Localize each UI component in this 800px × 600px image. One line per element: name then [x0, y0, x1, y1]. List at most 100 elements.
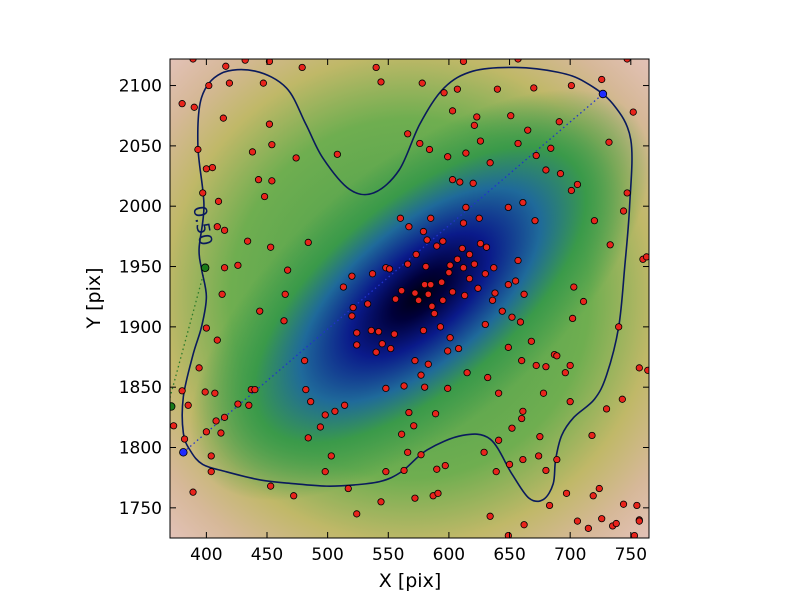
contour-line: [181, 66, 633, 503]
data-point: [519, 198, 527, 207]
data-point: [190, 103, 198, 111]
data-point: [532, 361, 540, 370]
data-point: [518, 414, 526, 423]
data-point: [514, 59, 522, 63]
plot-frame: [169, 58, 650, 539]
data-point: [307, 398, 315, 406]
data-point: [539, 389, 548, 397]
data-point: [245, 401, 253, 409]
data-point: [416, 139, 424, 148]
data-point: [556, 170, 565, 178]
data-point: [459, 59, 468, 66]
data-point: [569, 314, 577, 323]
data-point: [364, 300, 372, 308]
data-point: [444, 384, 452, 392]
data-point: [605, 138, 613, 146]
data-point: [579, 297, 588, 306]
data-point: [623, 189, 631, 197]
data-point: [567, 186, 575, 195]
data-point: [488, 296, 497, 304]
data-point: [584, 524, 592, 532]
data-point: [321, 468, 329, 476]
data-point: [234, 261, 242, 269]
y-tick-label: 1950: [119, 258, 162, 278]
data-point: [234, 400, 242, 408]
data-point: [562, 489, 571, 497]
y-tick-label: 1750: [119, 499, 162, 519]
data-point: [391, 295, 400, 303]
data-point: [265, 59, 274, 66]
data-point: [184, 401, 192, 409]
axis-endpoint-marker: [598, 89, 608, 99]
data-point: [615, 323, 623, 331]
data-point: [284, 266, 292, 274]
y-tick-label: 1900: [119, 318, 162, 338]
y-tick-label: 1800: [119, 439, 162, 459]
data-point: [398, 430, 406, 438]
data-point: [510, 538, 516, 544]
data-point: [267, 482, 275, 490]
data-point: [598, 75, 606, 84]
data-point: [427, 281, 435, 289]
data-point: [482, 243, 491, 251]
data-point: [194, 145, 202, 154]
data-point: [327, 452, 335, 460]
data-point: [304, 434, 312, 442]
data-point: [462, 203, 470, 212]
data-point: [256, 307, 264, 315]
data-point: [436, 323, 445, 331]
data-point: [207, 452, 215, 460]
data-point: [486, 512, 494, 520]
data-point: [635, 517, 643, 525]
data-point: [470, 260, 478, 268]
data-point: [481, 320, 489, 329]
y-tick-label: 2000: [119, 197, 162, 217]
data-point: [433, 242, 441, 250]
data-point: [573, 517, 582, 525]
y-axis-title: Y [pix]: [83, 267, 105, 329]
data-point: [321, 411, 329, 419]
data-point: [573, 180, 582, 189]
data-point: [180, 435, 189, 443]
data-point: [507, 112, 515, 120]
axis-endpoint-marker: [179, 448, 188, 457]
data-point: [377, 498, 385, 506]
data-point: [590, 217, 599, 225]
data-point: [520, 521, 528, 529]
data-point: [302, 385, 310, 394]
data-point: [349, 303, 357, 312]
data-point: [208, 163, 217, 172]
data-point: [490, 264, 498, 272]
data-point: [268, 177, 276, 185]
data-point: [518, 357, 526, 365]
data-point: [619, 207, 628, 215]
major-axis-guide: [182, 93, 604, 453]
data-point: [378, 340, 386, 348]
data-point: [341, 401, 349, 409]
data-point: [374, 328, 383, 336]
data-point: [348, 272, 356, 280]
data-point: [570, 283, 578, 291]
data-point: [248, 148, 257, 156]
data-point: [213, 223, 221, 231]
data-point: [339, 283, 348, 291]
data-point: [481, 270, 489, 278]
data-point: [189, 59, 197, 63]
data-point: [595, 484, 603, 493]
data-point: [220, 264, 229, 272]
data-point: [396, 214, 405, 222]
data-point: [353, 510, 361, 518]
data-point: [411, 357, 419, 365]
data-point: [368, 270, 377, 278]
data-point: [642, 253, 649, 261]
data-point: [629, 108, 637, 116]
y-axis: 1750 1800 1850 1900 1950 2000 2050 2100: [119, 77, 649, 519]
data-point: [387, 344, 395, 353]
data-point: [222, 62, 230, 70]
data-point: [178, 100, 186, 108]
data-point: [207, 468, 215, 476]
data-point: [512, 277, 520, 285]
data-point: [476, 240, 485, 248]
x-tick-label: 750: [615, 545, 647, 565]
data-point: [505, 460, 514, 469]
